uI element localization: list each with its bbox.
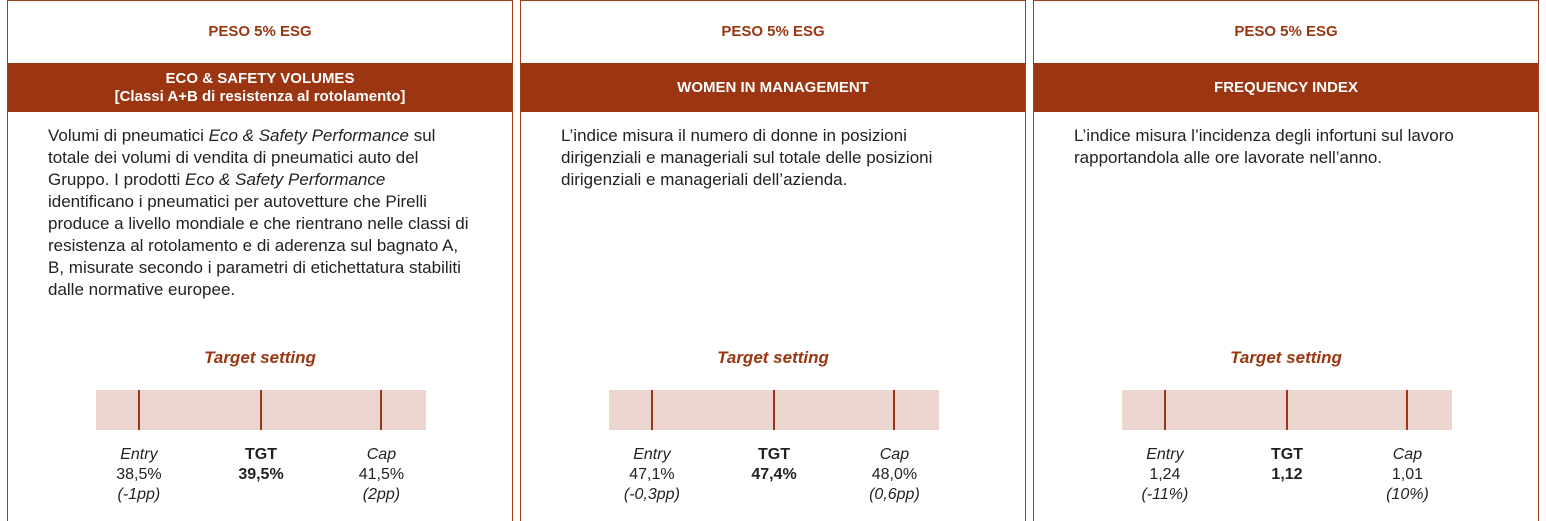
level: TGT 47,4% — [719, 445, 829, 485]
level-value: 1,12 — [1271, 466, 1303, 483]
level-delta: (-11%) — [1141, 486, 1189, 503]
level-value: 38,5% — [116, 466, 162, 483]
panel-title: FREQUENCY INDEX — [1034, 63, 1538, 112]
level-delta: (-1pp) — [117, 486, 161, 503]
level: Cap 1,01 (10%) — [1352, 445, 1462, 505]
weight-label: PESO 5% ESG — [208, 23, 312, 40]
bar-tick — [893, 390, 896, 430]
bar-tick — [1163, 390, 1166, 430]
target-bar — [609, 390, 939, 430]
target-label: Target setting — [1230, 348, 1342, 367]
target-label: Target setting — [204, 348, 316, 367]
description: L’indice misura il numero di donne in po… — [561, 125, 986, 191]
description: Volumi di pneumatici Eco & Safety Perfor… — [48, 125, 473, 301]
bar-tick — [650, 390, 653, 430]
bar-tick — [380, 390, 383, 430]
panel: PESO 5% ESG WOMEN IN MANAGEMENT L’indice m… — [520, 0, 1026, 521]
level-delta: (2pp) — [362, 486, 401, 503]
title-line: WOMEN IN MANAGEMENT — [677, 78, 869, 96]
panel-title: WOMEN IN MANAGEMENT — [521, 63, 1025, 112]
level-name: Entry — [1146, 446, 1184, 463]
level-value: 47,4% — [751, 466, 797, 483]
level: Entry 38,5% (-1pp) — [84, 445, 194, 505]
level-name: Entry — [120, 446, 158, 463]
title-line: ECO & SAFETY VOLUMES — [165, 69, 355, 87]
title-line: FREQUENCY INDEX — [1214, 78, 1358, 96]
level: TGT 39,5% — [206, 445, 316, 485]
bar-tick — [773, 390, 775, 430]
target-bar — [1122, 390, 1452, 430]
weight-label: PESO 5% ESG — [1234, 23, 1338, 40]
level-value: 39,5% — [238, 466, 284, 483]
description-text: sul totale dei volumi di vendita di pneu… — [48, 126, 436, 189]
level-name: TGT — [758, 446, 790, 463]
panel: PESO 5% ESG ECO & SAFETY VOLUMES [Classi A… — [7, 0, 513, 521]
level-value: 1,01 — [1391, 466, 1423, 483]
bar-tick — [1286, 390, 1288, 430]
bar-tick — [260, 390, 262, 430]
target-label: Target setting — [717, 348, 829, 367]
weight-label: PESO 5% ESG — [721, 23, 825, 40]
description: L’indice misura l’incidenza degli infort… — [1074, 125, 1499, 169]
level-value: 41,5% — [358, 466, 405, 483]
level-value: 48,0% — [871, 466, 918, 483]
level-name: Cap — [1392, 446, 1423, 463]
description-text: Eco & Safety Performance — [208, 126, 409, 145]
level-name: TGT — [245, 446, 277, 463]
level-value: 1,24 — [1149, 466, 1181, 483]
level-name: TGT — [1271, 446, 1303, 463]
description-text: identificano i pneumatici per autovettur… — [48, 192, 469, 299]
description-text: Eco & Safety Performance — [185, 170, 386, 189]
level-value: 47,1% — [629, 466, 675, 483]
level: Cap 41,5% (2pp) — [326, 445, 436, 505]
description-text: Volumi di pneumatici — [48, 126, 209, 145]
level-name: Entry — [633, 446, 671, 463]
panel: PESO 5% ESG FREQUENCY INDEX L’indice misur… — [1033, 0, 1539, 521]
description-text: L’indice misura l’incidenza degli infort… — [1074, 126, 1454, 167]
description-text: L’indice misura il numero di donne in po… — [561, 126, 933, 189]
bar-tick — [137, 390, 140, 430]
level: Cap 48,0% (0,6pp) — [839, 445, 949, 505]
bar-tick — [1406, 390, 1409, 430]
level-delta: (-0,3pp) — [623, 486, 680, 503]
level-delta: (10%) — [1386, 486, 1429, 503]
level-name: Cap — [366, 446, 397, 463]
level: Entry 47,1% (-0,3pp) — [597, 445, 707, 505]
level: TGT 1,12 — [1232, 445, 1342, 485]
level-name: Cap — [879, 446, 910, 463]
panel-title: ECO & SAFETY VOLUMES [Classi A+B di resis… — [8, 63, 512, 112]
level: Entry 1,24 (-11%) — [1110, 445, 1220, 505]
level-delta: (0,6pp) — [869, 486, 920, 503]
title-line: [Classi A+B di resistenza al rotolamento… — [114, 87, 406, 105]
target-bar — [96, 390, 426, 430]
